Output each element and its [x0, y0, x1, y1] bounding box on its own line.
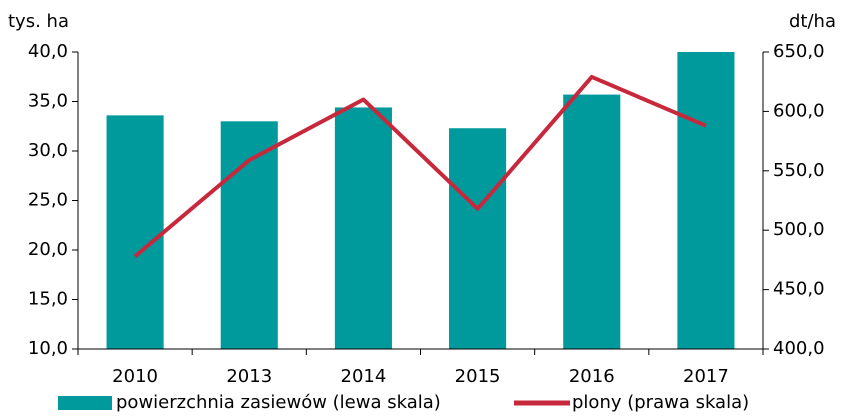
- y2-tick-label: 450,0: [773, 279, 825, 300]
- y2-axis-title: dt/ha: [789, 11, 836, 32]
- legend-label: powierzchnia zasiewów (lewa skala): [116, 392, 441, 413]
- y2-tick-label: 650,0: [773, 41, 825, 62]
- bar: [677, 52, 735, 349]
- y-tick-label: 35,0: [28, 91, 68, 112]
- bar: [449, 128, 507, 349]
- legend-swatch: [58, 396, 112, 410]
- y-tick-label: 30,0: [28, 140, 68, 161]
- x-tick-label: 2010: [112, 366, 158, 387]
- bar: [106, 115, 164, 349]
- x-tick-label: 2013: [226, 366, 272, 387]
- bar: [334, 107, 392, 349]
- x-tick-label: 2015: [455, 366, 501, 387]
- y-tick-label: 40,0: [28, 41, 68, 62]
- y-tick-label: 10,0: [28, 338, 68, 359]
- y2-tick-label: 550,0: [773, 160, 825, 181]
- x-tick-label: 2016: [569, 366, 615, 387]
- y-tick-label: 15,0: [28, 289, 68, 310]
- y2-tick-label: 500,0: [773, 219, 825, 240]
- y2-tick-label: 400,0: [773, 338, 825, 359]
- bar: [220, 121, 278, 349]
- y-axis-title: tys. ha: [8, 11, 69, 32]
- x-tick-label: 2014: [341, 366, 387, 387]
- y-tick-label: 25,0: [28, 190, 68, 211]
- line: [133, 74, 707, 258]
- y-tick-label: 20,0: [28, 239, 68, 260]
- x-tick-label: 2017: [683, 366, 729, 387]
- bar: [563, 94, 621, 349]
- y2-tick-label: 600,0: [773, 100, 825, 121]
- legend-label: plony (prawa skala): [572, 392, 749, 413]
